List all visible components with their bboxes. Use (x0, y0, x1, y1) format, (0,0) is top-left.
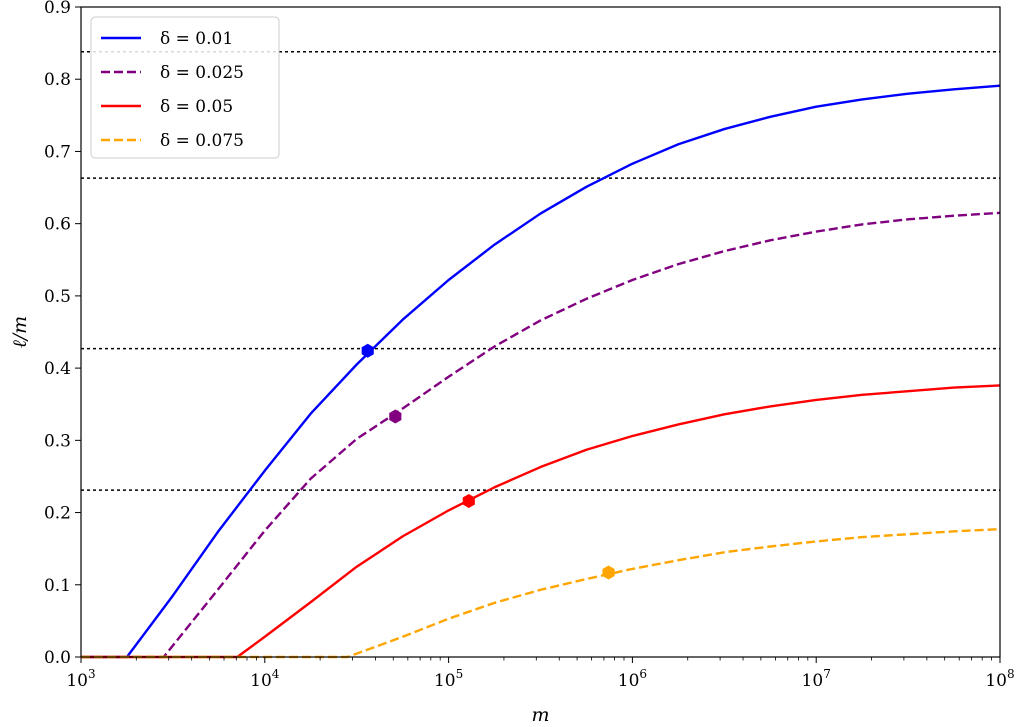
legend-label-2: δ = 0.05 (160, 97, 233, 117)
series-line-2 (81, 384, 1001, 659)
series-marker-2 (462, 494, 475, 508)
legend-label-0: δ = 0.01 (160, 29, 233, 49)
y-tick-label: 0.0 (44, 648, 71, 668)
x-axis-label: m (531, 704, 549, 726)
x-tick-label: 107 (802, 667, 831, 691)
y-tick-label: 0.7 (44, 142, 71, 162)
y-tick-label: 0.4 (44, 359, 71, 379)
x-axis: 103 104 105 106 107 108 (66, 657, 1015, 691)
y-tick-label: 0.2 (44, 504, 71, 524)
x-tick-label: 106 (618, 667, 647, 691)
series-marker-0 (361, 343, 374, 358)
y-tick-label: 0.8 (44, 70, 71, 90)
legend-label-3: δ = 0.075 (160, 131, 244, 151)
series-marker-1 (389, 409, 402, 424)
series-line-1 (81, 211, 1001, 659)
legend-label-1: δ = 0.025 (160, 63, 244, 83)
y-tick-label: 0.3 (44, 431, 71, 451)
x-tick-label: 108 (985, 667, 1014, 691)
series-line-3 (81, 527, 1001, 659)
x-tick-label: 105 (434, 667, 463, 691)
series-layer (81, 84, 1001, 659)
y-tick-label: 0.6 (44, 215, 71, 235)
y-axis: 0.0 0.1 0.2 0.3 0.4 0.5 0.6 0.7 0.8 0.9 (44, 0, 81, 668)
y-axis-label: ℓ/m (9, 316, 31, 348)
series-line-0 (81, 84, 1001, 659)
y-tick-label: 0.5 (44, 287, 71, 307)
legend: δ = 0.01 δ = 0.025 δ = 0.05 δ = 0.075 (90, 16, 280, 159)
y-tick-label: 0.1 (44, 576, 71, 596)
series-marker-3 (602, 565, 615, 580)
x-tick-label: 104 (250, 667, 280, 691)
y-tick-label: 0.9 (44, 0, 71, 18)
legend-box (90, 16, 280, 159)
x-tick-label: 103 (66, 667, 95, 691)
plot-frame (80, 6, 1001, 658)
